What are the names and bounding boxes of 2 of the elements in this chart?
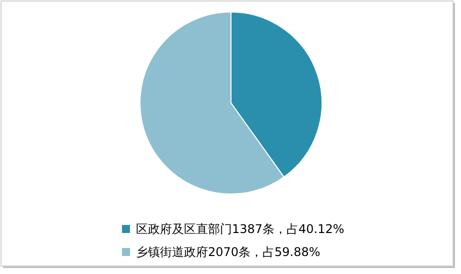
legend-label: 区政府及区直部门1387条，占40.12% bbox=[136, 222, 344, 236]
legend-label: 乡镇街道政府2070条，占59.88% bbox=[136, 245, 320, 259]
